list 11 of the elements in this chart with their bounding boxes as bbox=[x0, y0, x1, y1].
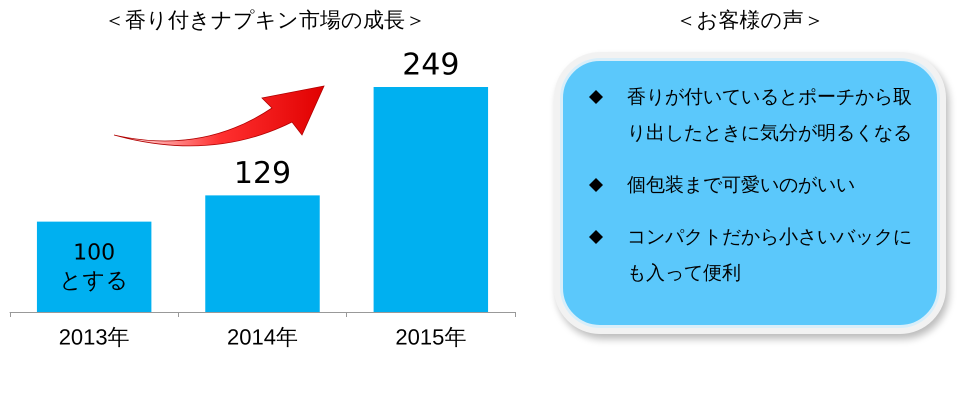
data-label: 129 bbox=[234, 156, 292, 191]
x-tick-label: 2013年 bbox=[58, 324, 130, 350]
text: 香りが付いているとポーチから取り出したときに気分が明るくなる bbox=[627, 85, 913, 146]
data-label: 100 とする bbox=[60, 240, 129, 294]
text: ＜お客様の声＞ bbox=[674, 7, 826, 34]
text: 個包装まで可愛いのがいい bbox=[627, 173, 855, 198]
x-tick-label: 2014年 bbox=[227, 324, 298, 350]
chart-title: ＜香り付きナプキン市場の成長＞ bbox=[103, 7, 427, 34]
x-tick-label: 2015年 bbox=[395, 324, 466, 350]
text: コンパクトだから小さいバックにも入って便利 bbox=[627, 225, 913, 286]
data-label: 249 bbox=[402, 48, 460, 82]
